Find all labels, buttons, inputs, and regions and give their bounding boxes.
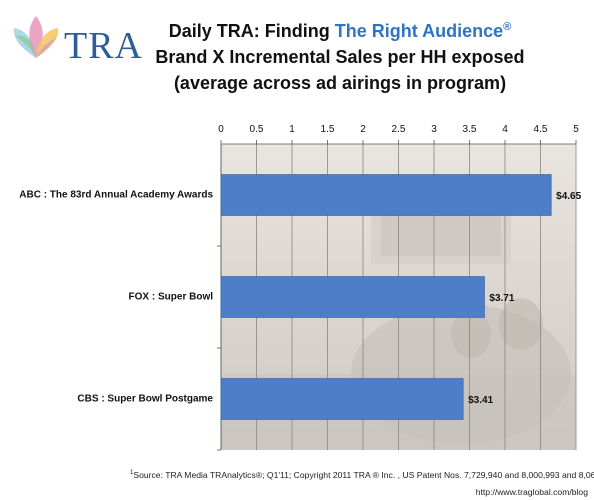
x-tick-label: 5 — [573, 124, 579, 135]
x-tick-label: 3 — [431, 124, 437, 135]
x-tick-label: 0 — [218, 124, 224, 135]
category-label: FOX : Super Bowl — [128, 291, 213, 303]
title-accent: The Right Audience — [334, 21, 504, 41]
x-tick-label: 1.5 — [321, 124, 335, 135]
title-prefix: Daily TRA: Finding — [168, 21, 335, 41]
data-label: $3.41 — [468, 395, 493, 406]
footnote-text: Source: TRA Media TRAnalytics®; Q1'11; C… — [133, 470, 594, 480]
x-tick-label: 0.5 — [250, 124, 264, 135]
tra-logo: TRA — [6, 10, 156, 67]
data-label: $3.71 — [489, 293, 514, 304]
x-tick-label: 2.5 — [392, 124, 406, 135]
bar — [220, 276, 485, 318]
chart-subtitle-line2: (average across ad airings in program) — [173, 73, 507, 93]
category-label: CBS : Super Bowl Postgame — [77, 393, 213, 405]
footnote-marker: 1 — [130, 470, 134, 477]
chart-title: Daily TRA: Finding The Right Audience® — [150, 18, 530, 44]
source-footnote: 1Source: TRA Media TRAnalytics®; Q1'11; … — [130, 470, 594, 480]
category-label: ABC : The 83rd Annual Academy Awards — [19, 189, 213, 201]
blog-url: http://www.traglobal.com/blog — [475, 487, 588, 497]
data-label: $4.65 — [556, 191, 581, 202]
tra-logo-mark — [13, 16, 59, 58]
chart-subtitle-line1: Brand X Incremental Sales per HH exposed — [155, 47, 525, 67]
x-tick-label: 3.5 — [463, 124, 477, 135]
bar — [220, 378, 464, 420]
bar — [220, 174, 552, 216]
logo-text: TRA — [64, 25, 143, 67]
x-tick-label: 4 — [502, 124, 508, 135]
x-tick-label: 2 — [360, 124, 366, 135]
chart-title-block: Daily TRA: Finding The Right Audience® B… — [150, 18, 530, 96]
x-tick-label: 4.5 — [534, 124, 548, 135]
x-tick-label: 1 — [289, 124, 295, 135]
title-registered-mark: ® — [503, 21, 512, 33]
